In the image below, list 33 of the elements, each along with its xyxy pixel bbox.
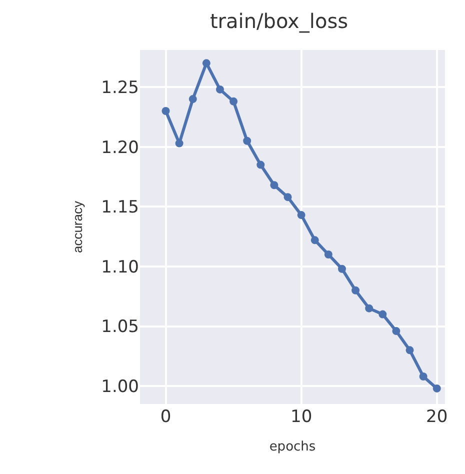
point [256,160,265,169]
point [365,304,374,312]
point [310,236,319,244]
x-tick-label: 20 [426,407,448,427]
point [230,97,238,106]
point [378,310,387,318]
point [216,85,224,94]
y-tick-label: 1.15 [101,198,139,218]
point [202,59,210,68]
x-axis-title: epochs [269,440,316,455]
point [188,95,197,104]
point [338,264,346,273]
y-tick-label: 1.10 [101,257,139,278]
point [406,346,414,354]
y-tick-label: 1.05 [101,317,139,338]
y-tick-label: 1.20 [101,138,139,158]
point [270,181,278,190]
point [284,193,292,202]
point [162,106,170,115]
x-tick-label: 10 [290,407,312,427]
point [175,139,184,148]
point [352,286,360,294]
point [243,136,252,145]
point [297,211,306,220]
x-tick-label: 0 [160,407,172,427]
y-axis-title: accuracy [70,200,86,254]
point [419,372,428,380]
y-tick-label: 1.25 [101,78,139,98]
point [432,384,441,392]
point [392,327,400,336]
y-tick-label: 1.00 [101,377,139,398]
point [324,250,332,259]
chart-title: train/box_loss [210,9,348,34]
